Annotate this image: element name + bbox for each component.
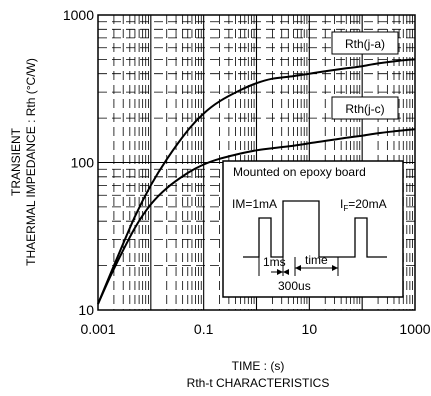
x-tick-label: 1000 xyxy=(399,321,430,337)
chart-caption: Rth-t CHARACTERISTICS xyxy=(187,376,330,390)
y-axis-label-line2: THAERMAL IMPEDANCE : Rth (°C/W) xyxy=(24,58,38,266)
y-axis-label-line1: TRANSIENT xyxy=(9,127,23,196)
y-tick-label: 10 xyxy=(78,302,94,318)
series-label-rth-jc-text: Rth(j-c) xyxy=(345,102,384,116)
pulse-waveform xyxy=(243,200,387,258)
inset-pulse-width-label: 1ms xyxy=(263,255,286,269)
tick-labels: 0.001 0.1 10 1000 10 100 1000 xyxy=(63,7,431,337)
x-tick-label: 0.001 xyxy=(80,321,115,337)
inset-frame xyxy=(222,160,404,298)
series-line-rth-jc xyxy=(97,128,416,305)
y-tick-label: 1000 xyxy=(63,7,94,23)
inset-im-label: IM=1mA xyxy=(232,197,277,211)
inset-pulse-diagram: Mounted on epoxy board IM=1mA IF=20mA 1m… xyxy=(222,160,404,298)
series-label-rth-jc: Rth(j-c) xyxy=(331,96,399,120)
plot-frame xyxy=(97,14,416,311)
inset-if-sub: F xyxy=(343,204,348,213)
inset-period-label: 300us xyxy=(278,279,311,293)
inset-time-label: time xyxy=(305,253,328,267)
inset-if-value: =20mA xyxy=(348,197,386,211)
series-layer xyxy=(97,58,416,305)
inset-if-main: I xyxy=(340,197,343,211)
x-tick-label: 0.1 xyxy=(194,321,214,337)
y-tick-label: 100 xyxy=(71,155,95,171)
x-tick-label: 10 xyxy=(302,321,318,337)
x-axis-label: TIME : (s) xyxy=(232,359,285,373)
series-label-rth-ja-text: Rth(j-a) xyxy=(345,37,385,51)
inset-title: Mounted on epoxy board xyxy=(233,165,366,179)
inset-if-label: IF=20mA xyxy=(340,197,387,213)
series-line-rth-ja xyxy=(97,58,416,305)
series-label-rth-ja: Rth(j-a) xyxy=(331,31,399,55)
